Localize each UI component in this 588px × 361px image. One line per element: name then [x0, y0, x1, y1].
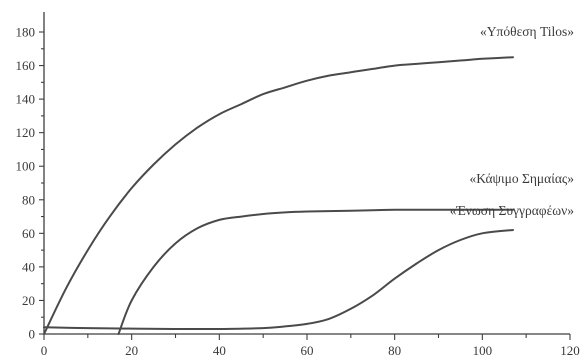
- y-tick-label: 40: [22, 259, 35, 274]
- y-tick-label: 180: [16, 25, 36, 40]
- x-ticks: 0 20 40 60 80 100 120: [41, 334, 580, 358]
- y-tick-label: 160: [16, 58, 36, 73]
- series-labels: «Υπόθεση Tilos» «Κάψιμο Σημαίας» «Ένωση Συ…: [450, 24, 574, 218]
- y-tick-label: 0: [29, 327, 36, 342]
- x-tick-label: 0: [41, 343, 48, 358]
- series-label-3: «Ένωση Συγγραφέων»: [450, 203, 574, 218]
- y-ticks: 0 20 40 60 80 100 120 140 160 180: [16, 25, 44, 342]
- series-line-1: [43, 56, 514, 335]
- x-tick-label: 60: [301, 343, 314, 358]
- x-tick-label: 120: [560, 343, 580, 358]
- series-label-1: «Υπόθεση Tilos»: [480, 24, 574, 39]
- y-tick-label: 80: [22, 192, 35, 207]
- x-tick-label: 100: [473, 343, 493, 358]
- series-lines: [43, 56, 514, 335]
- series-label-2: «Κάψιμο Σημαίας»: [469, 171, 574, 186]
- series-line-2: [117, 208, 514, 335]
- y-tick-label: 60: [22, 226, 35, 241]
- series-line-3: [43, 229, 514, 331]
- y-tick-label: 20: [22, 293, 35, 308]
- x-tick-label: 40: [213, 343, 226, 358]
- x-tick-label: 20: [125, 343, 138, 358]
- y-tick-label: 120: [16, 125, 36, 140]
- y-tick-label: 100: [16, 159, 36, 174]
- y-tick-label: 140: [16, 92, 36, 107]
- x-tick-label: 80: [388, 343, 401, 358]
